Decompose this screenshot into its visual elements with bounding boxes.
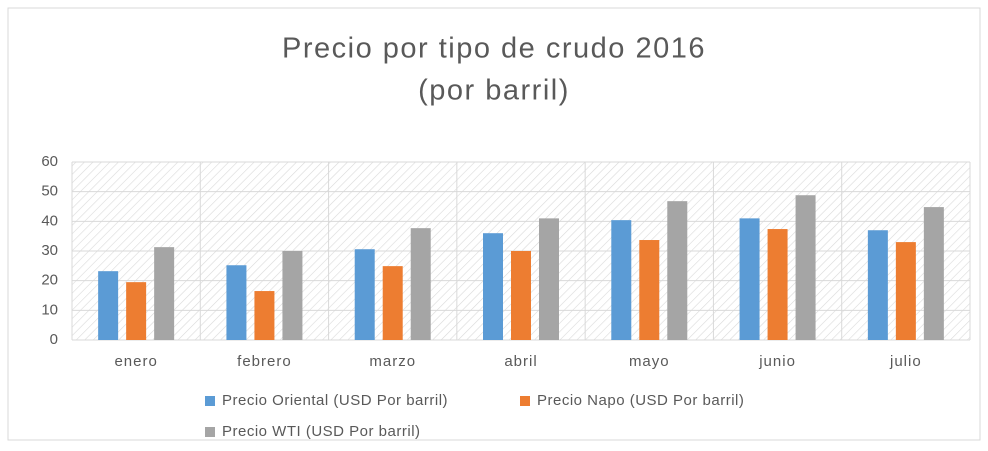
- x-tick-label: junio: [758, 353, 796, 370]
- legend-swatch: [520, 396, 530, 406]
- bar: [126, 282, 147, 340]
- bar: [739, 218, 760, 340]
- y-tick-label: 60: [41, 153, 58, 170]
- y-tick-label: 10: [41, 301, 58, 318]
- bar: [639, 240, 660, 340]
- bar: [282, 251, 303, 340]
- bar: [795, 195, 816, 340]
- bar: [511, 251, 531, 340]
- bar: [539, 218, 559, 340]
- bar: [895, 242, 916, 340]
- bar: [382, 266, 403, 340]
- bar: [98, 271, 119, 340]
- y-tick-label: 50: [41, 183, 58, 200]
- y-tick-label: 0: [50, 331, 58, 348]
- bar: [667, 201, 688, 340]
- legend-label: Precio Napo (USD Por barril): [537, 392, 744, 409]
- legend-swatch: [205, 427, 215, 437]
- bar: [410, 228, 431, 340]
- x-tick-label: febrero: [237, 353, 292, 370]
- bar: [226, 265, 247, 340]
- y-tick-label: 20: [41, 272, 58, 289]
- bar: [254, 291, 275, 340]
- bar: [767, 229, 788, 340]
- bar: [354, 249, 375, 340]
- bar: [611, 220, 632, 340]
- legend-label: Precio Oriental (USD Por barril): [222, 392, 448, 409]
- legend-swatch: [205, 396, 215, 406]
- x-tick-label: abril: [504, 353, 537, 370]
- bar: [867, 230, 888, 340]
- x-tick-label: mayo: [629, 353, 670, 370]
- legend-label: Precio WTI (USD Por barril): [222, 423, 421, 440]
- bar: [923, 207, 944, 340]
- bar: [154, 247, 175, 340]
- x-tick-label: julio: [889, 353, 922, 370]
- chart-title: Precio por tipo de crudo 2016: [282, 33, 706, 65]
- x-tick-label: marzo: [369, 353, 416, 370]
- chart-subtitle: (por barril): [418, 75, 570, 107]
- y-tick-label: 30: [41, 242, 58, 259]
- y-tick-label: 40: [41, 212, 58, 229]
- bar: [483, 233, 503, 340]
- x-tick-label: enero: [114, 353, 157, 370]
